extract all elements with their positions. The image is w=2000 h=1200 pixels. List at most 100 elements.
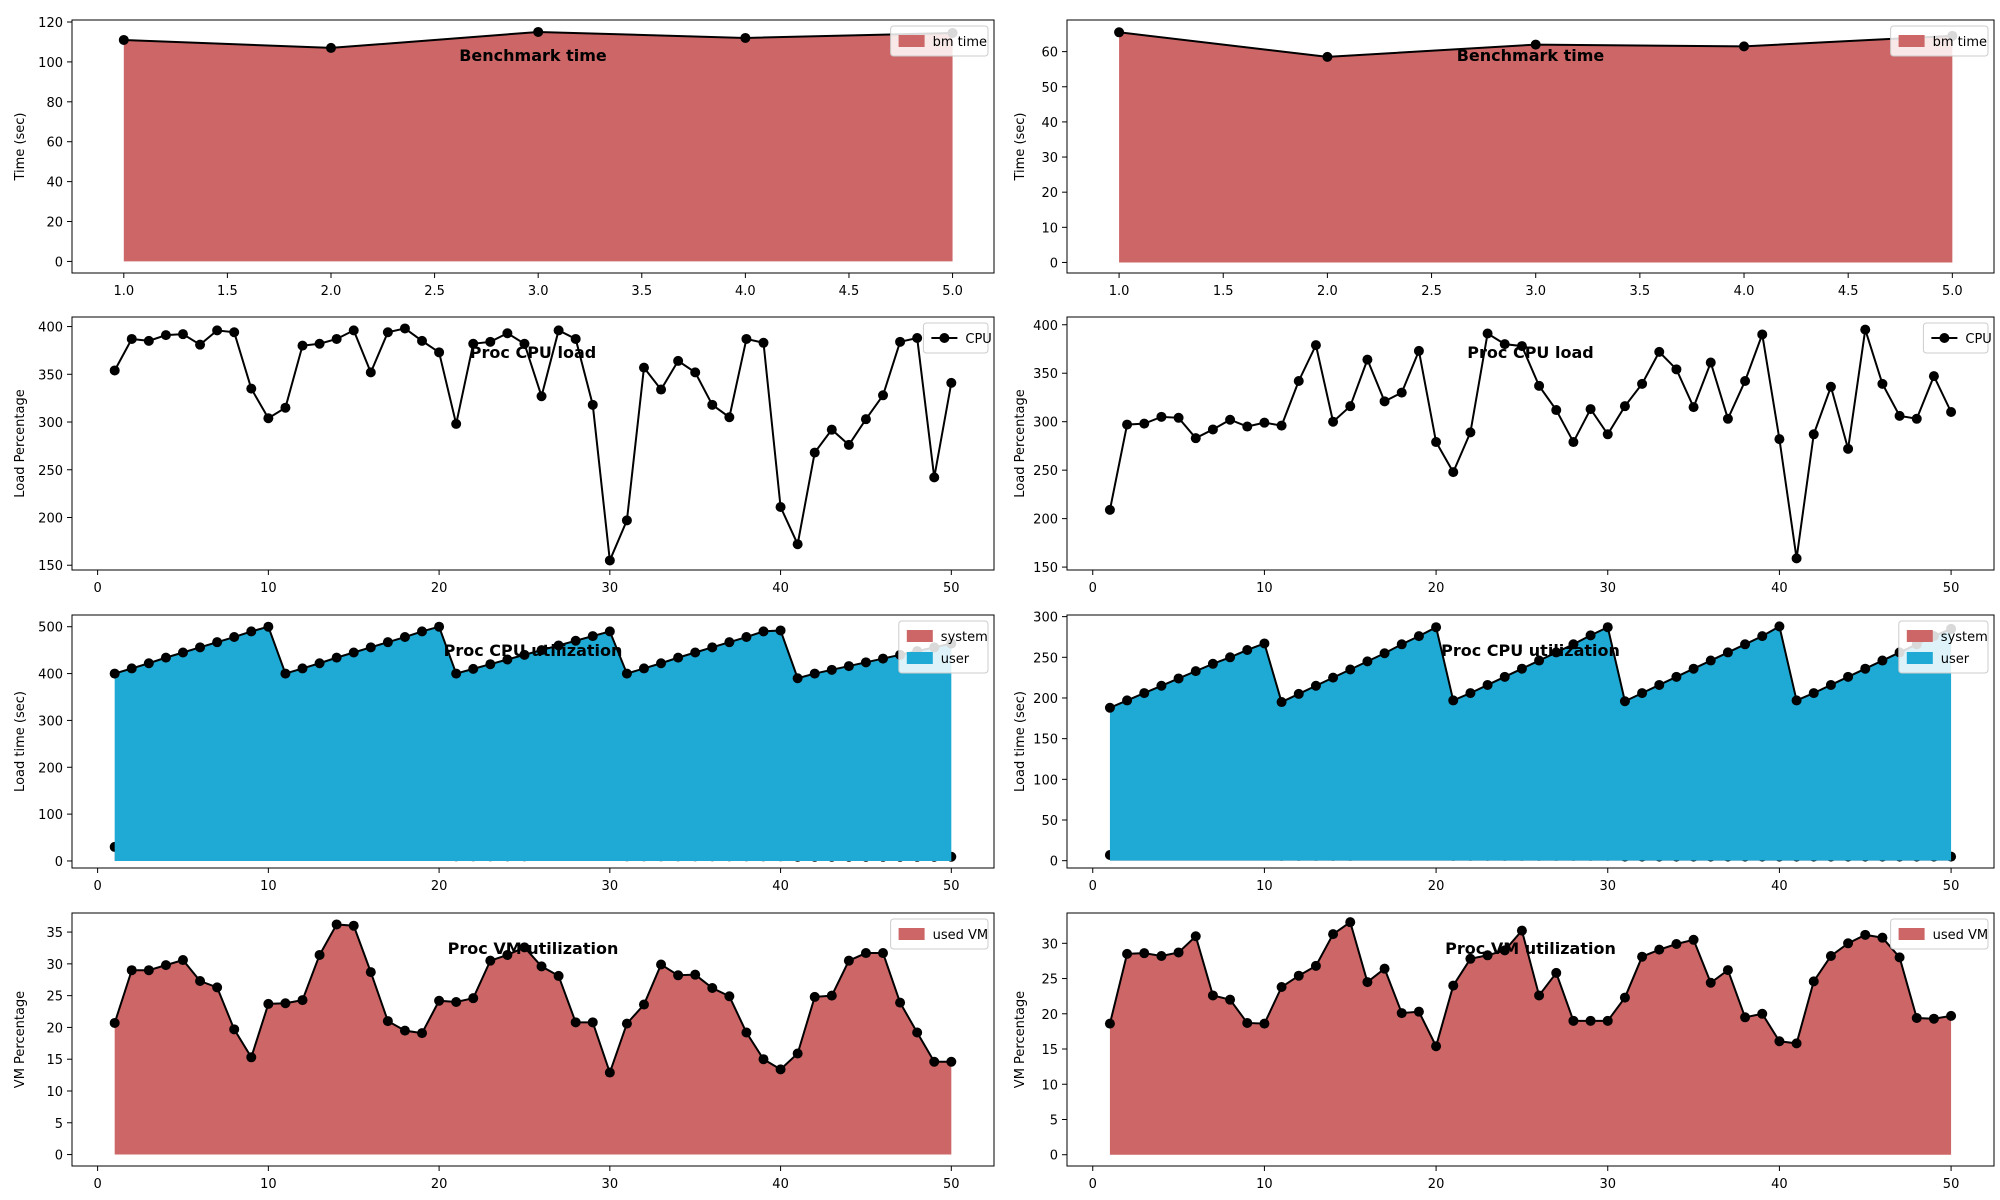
data-point [843,661,854,672]
data-point [1825,381,1836,392]
legend: bm time [1890,25,1989,57]
data-point [1825,950,1836,961]
y-tick-label: 15 [1041,1043,1058,1058]
y-tick-label: 0 [55,255,63,270]
data-point [212,982,223,993]
legend-swatch [906,630,933,642]
data-point [177,329,188,340]
x-tick-label: 50 [943,581,960,596]
data-point [621,1018,632,1029]
data-point [280,402,291,413]
y-tick-label: 10 [1041,221,1058,236]
data-point [843,439,854,450]
data-point [843,955,854,966]
data-point [434,621,445,632]
data-point [177,647,188,658]
data-point [604,626,615,637]
y-tick-label: 15 [46,1053,63,1068]
data-point [434,347,445,358]
data-point [195,642,206,653]
data-point [1843,671,1854,682]
data-point [382,637,393,648]
data-point [1928,371,1939,382]
data-point [1757,1008,1768,1019]
data-point [946,1056,957,1067]
chart-title: Proc CPU utilization [444,641,623,660]
y-tick-label: 20 [46,216,63,231]
data-point [1482,950,1493,961]
y-tick-label: 400 [1033,319,1058,334]
chart-panel-7: 0 10 20 30 40 50 0 5 10 15 20 25 30 35 VM Percentage Pr… [13,912,995,1192]
data-point [348,325,359,336]
data-point [229,632,240,643]
y-tick-label: 250 [38,464,63,479]
data-point [1310,960,1321,971]
series-user [109,621,957,861]
data-point [536,645,547,656]
data-point [382,1016,393,1027]
x-tick-label: 50 [1943,1177,1960,1192]
data-point [1139,418,1150,429]
data-point [382,327,393,338]
data-point [1860,929,1871,940]
x-tick-label: 2.0 [1317,284,1338,299]
data-point [1894,952,1905,963]
data-point [314,658,325,669]
data-point [1207,658,1218,669]
legend-swatch [1898,928,1925,940]
data-point [1293,375,1304,386]
axes-frame [71,19,995,274]
data-point [502,654,513,665]
data-point [1448,467,1459,478]
data-point [1568,639,1579,650]
series-CPU [1104,324,1957,564]
data-point [1431,622,1442,633]
x-tick-label: 40 [1771,581,1788,596]
data-point [895,336,906,347]
y-tick-label: 150 [38,559,63,574]
data-point [1551,647,1562,658]
legend-label: CPU [965,332,991,347]
x-tick-label: 4.5 [1838,284,1859,299]
data-point [1225,994,1236,1005]
data-point [1482,679,1493,690]
y-tick-label: 120 [38,16,63,31]
y-tick-label: 0 [1050,855,1058,870]
data-point [331,333,342,344]
x-tick-label: 3.5 [1630,284,1651,299]
y-axis-label: Load Percentage [1013,389,1028,497]
chart-panel-8: 0 10 20 30 40 50 0 5 10 15 20 25 30 VM Percentage Proc… [1013,912,1995,1192]
data-point [1173,412,1184,423]
data-point [195,339,206,350]
data-point [724,991,735,1002]
data-point [1534,990,1545,1001]
x-tick-label: 20 [431,1177,448,1192]
data-point [1602,622,1613,633]
x-tick-label: 4.5 [839,284,860,299]
data-point [826,424,837,435]
data-point [1465,953,1476,964]
x-tick-label: 0 [1089,1177,1097,1192]
y-tick-label: 50 [1041,814,1058,829]
y-tick-label: 250 [1033,464,1058,479]
x-tick-label: 10 [260,879,277,894]
data-point [399,323,410,334]
data-point [1156,680,1167,691]
data-point [570,333,581,344]
data-point [365,642,376,653]
data-point [263,621,274,632]
data-point [1740,375,1751,386]
x-tick-label: 10 [260,581,277,596]
data-point [724,637,735,648]
legend-box [890,25,989,57]
data-point [1602,429,1613,440]
y-tick-label: 300 [1033,416,1058,431]
series-used-VM [1104,917,1957,1155]
data-point [878,948,889,959]
y-tick-label: 200 [1033,513,1058,528]
series-used-VM [109,919,957,1155]
x-tick-label: 50 [1943,879,1960,894]
data-point [536,391,547,402]
data-point [485,336,496,347]
